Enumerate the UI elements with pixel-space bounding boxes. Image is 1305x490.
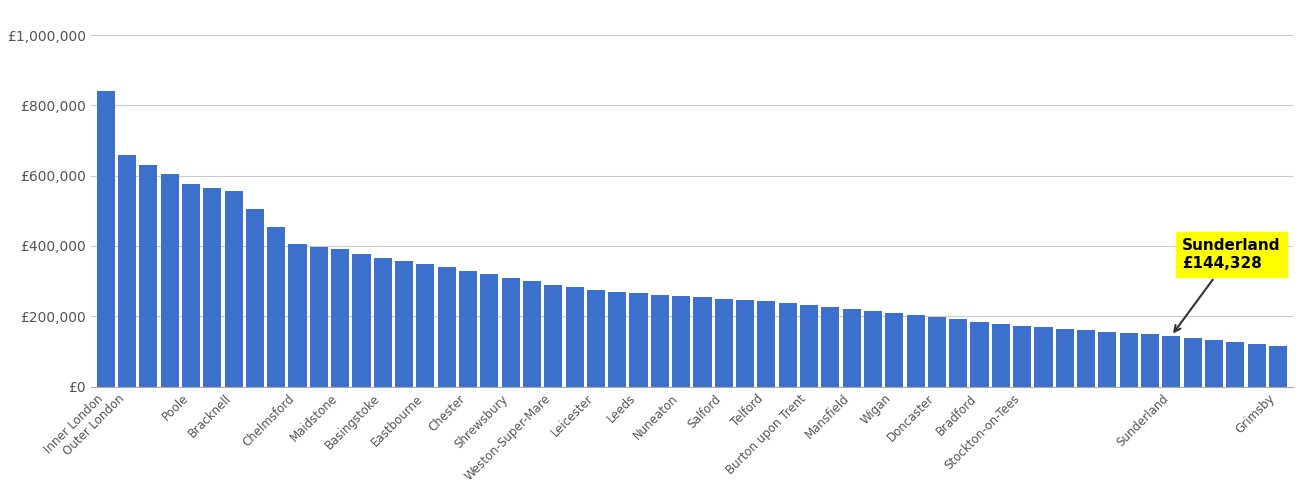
Bar — [459, 270, 478, 387]
Bar — [757, 301, 775, 387]
Bar — [544, 285, 562, 387]
Bar — [672, 296, 690, 387]
Bar — [161, 174, 179, 387]
Bar — [352, 254, 371, 387]
Bar — [416, 264, 435, 387]
Bar — [1099, 332, 1117, 387]
Bar — [651, 294, 669, 387]
Bar — [800, 305, 818, 387]
Bar — [992, 324, 1010, 387]
Bar — [181, 184, 200, 387]
Bar — [1205, 340, 1223, 387]
Bar — [864, 311, 882, 387]
Bar — [736, 300, 754, 387]
Bar — [309, 247, 328, 387]
Bar — [268, 226, 286, 387]
Bar — [971, 321, 989, 387]
Bar — [1077, 330, 1095, 387]
Bar — [1141, 335, 1159, 387]
Bar — [1227, 342, 1245, 387]
Bar — [395, 261, 414, 387]
Bar — [885, 313, 903, 387]
Bar — [117, 154, 136, 387]
Bar — [693, 297, 711, 387]
Bar — [1268, 346, 1287, 387]
Bar — [140, 165, 158, 387]
Bar — [501, 278, 519, 387]
Bar — [1248, 344, 1266, 387]
Bar — [224, 192, 243, 387]
Bar — [1013, 326, 1031, 387]
Bar — [587, 290, 606, 387]
Bar — [1035, 327, 1053, 387]
Bar — [629, 294, 647, 387]
Bar — [373, 258, 392, 387]
Bar — [437, 268, 455, 387]
Bar — [331, 249, 350, 387]
Bar — [480, 274, 499, 387]
Bar — [288, 244, 307, 387]
Text: Sunderland
£144,328: Sunderland £144,328 — [1174, 239, 1280, 332]
Bar — [523, 281, 542, 387]
Bar — [1120, 333, 1138, 387]
Bar — [843, 309, 861, 387]
Bar — [949, 319, 967, 387]
Bar — [1056, 329, 1074, 387]
Bar — [779, 303, 797, 387]
Bar — [821, 307, 839, 387]
Bar — [608, 292, 626, 387]
Bar — [715, 299, 733, 387]
Bar — [565, 287, 583, 387]
Bar — [1184, 338, 1202, 387]
Bar — [928, 317, 946, 387]
Bar — [907, 315, 925, 387]
Bar — [1163, 336, 1181, 387]
Bar — [97, 91, 115, 387]
Bar — [245, 209, 264, 387]
Bar — [204, 188, 222, 387]
